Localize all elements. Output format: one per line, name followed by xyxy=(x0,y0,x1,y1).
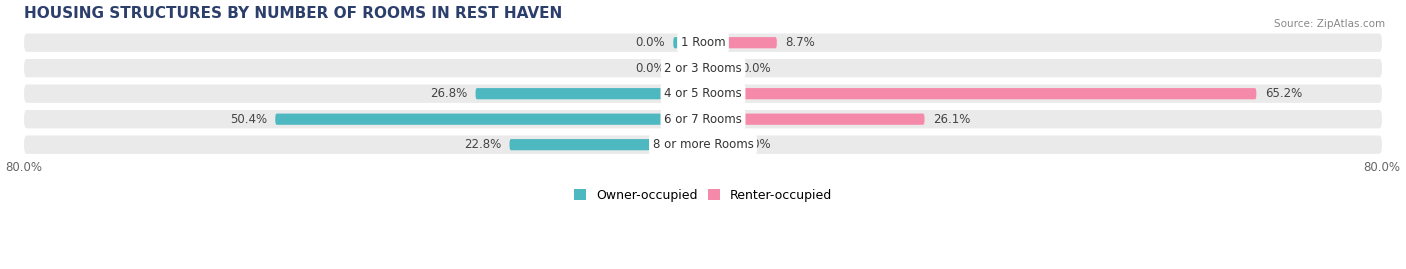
FancyBboxPatch shape xyxy=(673,37,703,48)
FancyBboxPatch shape xyxy=(475,88,703,99)
Text: 1 Room: 1 Room xyxy=(681,36,725,49)
FancyBboxPatch shape xyxy=(24,110,1382,128)
FancyBboxPatch shape xyxy=(24,59,1382,77)
FancyBboxPatch shape xyxy=(703,88,1257,99)
Text: 8.7%: 8.7% xyxy=(786,36,815,49)
FancyBboxPatch shape xyxy=(24,84,1382,103)
FancyBboxPatch shape xyxy=(703,139,733,150)
FancyBboxPatch shape xyxy=(673,63,703,74)
Text: 0.0%: 0.0% xyxy=(636,36,665,49)
Text: Source: ZipAtlas.com: Source: ZipAtlas.com xyxy=(1274,19,1385,29)
Legend: Owner-occupied, Renter-occupied: Owner-occupied, Renter-occupied xyxy=(574,189,832,202)
FancyBboxPatch shape xyxy=(276,114,703,125)
FancyBboxPatch shape xyxy=(703,114,925,125)
Text: 0.0%: 0.0% xyxy=(636,62,665,75)
Text: 0.0%: 0.0% xyxy=(741,62,770,75)
Text: 2 or 3 Rooms: 2 or 3 Rooms xyxy=(664,62,742,75)
Text: 65.2%: 65.2% xyxy=(1265,87,1302,100)
FancyBboxPatch shape xyxy=(24,34,1382,52)
Text: 22.8%: 22.8% xyxy=(464,138,501,151)
Text: 8 or more Rooms: 8 or more Rooms xyxy=(652,138,754,151)
Text: 26.8%: 26.8% xyxy=(430,87,467,100)
Text: 26.1%: 26.1% xyxy=(934,113,970,126)
FancyBboxPatch shape xyxy=(509,139,703,150)
Text: 6 or 7 Rooms: 6 or 7 Rooms xyxy=(664,113,742,126)
Text: 4 or 5 Rooms: 4 or 5 Rooms xyxy=(664,87,742,100)
FancyBboxPatch shape xyxy=(24,136,1382,154)
FancyBboxPatch shape xyxy=(703,37,778,48)
Text: HOUSING STRUCTURES BY NUMBER OF ROOMS IN REST HAVEN: HOUSING STRUCTURES BY NUMBER OF ROOMS IN… xyxy=(24,6,562,20)
FancyBboxPatch shape xyxy=(703,63,733,74)
Text: 50.4%: 50.4% xyxy=(229,113,267,126)
Text: 0.0%: 0.0% xyxy=(741,138,770,151)
